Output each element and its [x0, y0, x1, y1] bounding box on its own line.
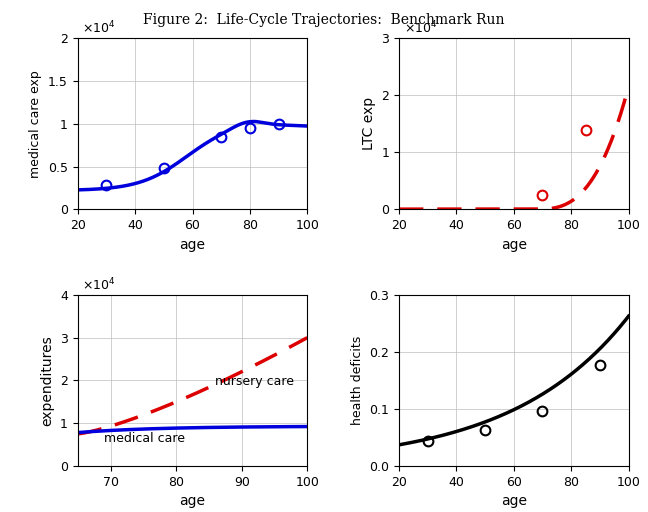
Y-axis label: expenditures: expenditures — [40, 335, 54, 426]
X-axis label: age: age — [501, 494, 527, 508]
Y-axis label: LTC exp: LTC exp — [362, 97, 376, 151]
Text: $\times 10^4$: $\times 10^4$ — [404, 20, 437, 37]
Text: $\times 10^4$: $\times 10^4$ — [82, 20, 116, 37]
Text: $\times 10^4$: $\times 10^4$ — [82, 276, 116, 293]
X-axis label: age: age — [179, 238, 205, 252]
Text: medical care: medical care — [104, 433, 185, 445]
Y-axis label: health deficits: health deficits — [351, 336, 364, 425]
X-axis label: age: age — [179, 494, 205, 508]
Text: nursery care: nursery care — [215, 375, 294, 388]
Y-axis label: medical care exp: medical care exp — [29, 70, 43, 178]
X-axis label: age: age — [501, 238, 527, 252]
Text: Figure 2:  Life-Cycle Trajectories:  Benchmark Run: Figure 2: Life-Cycle Trajectories: Bench… — [143, 13, 505, 27]
